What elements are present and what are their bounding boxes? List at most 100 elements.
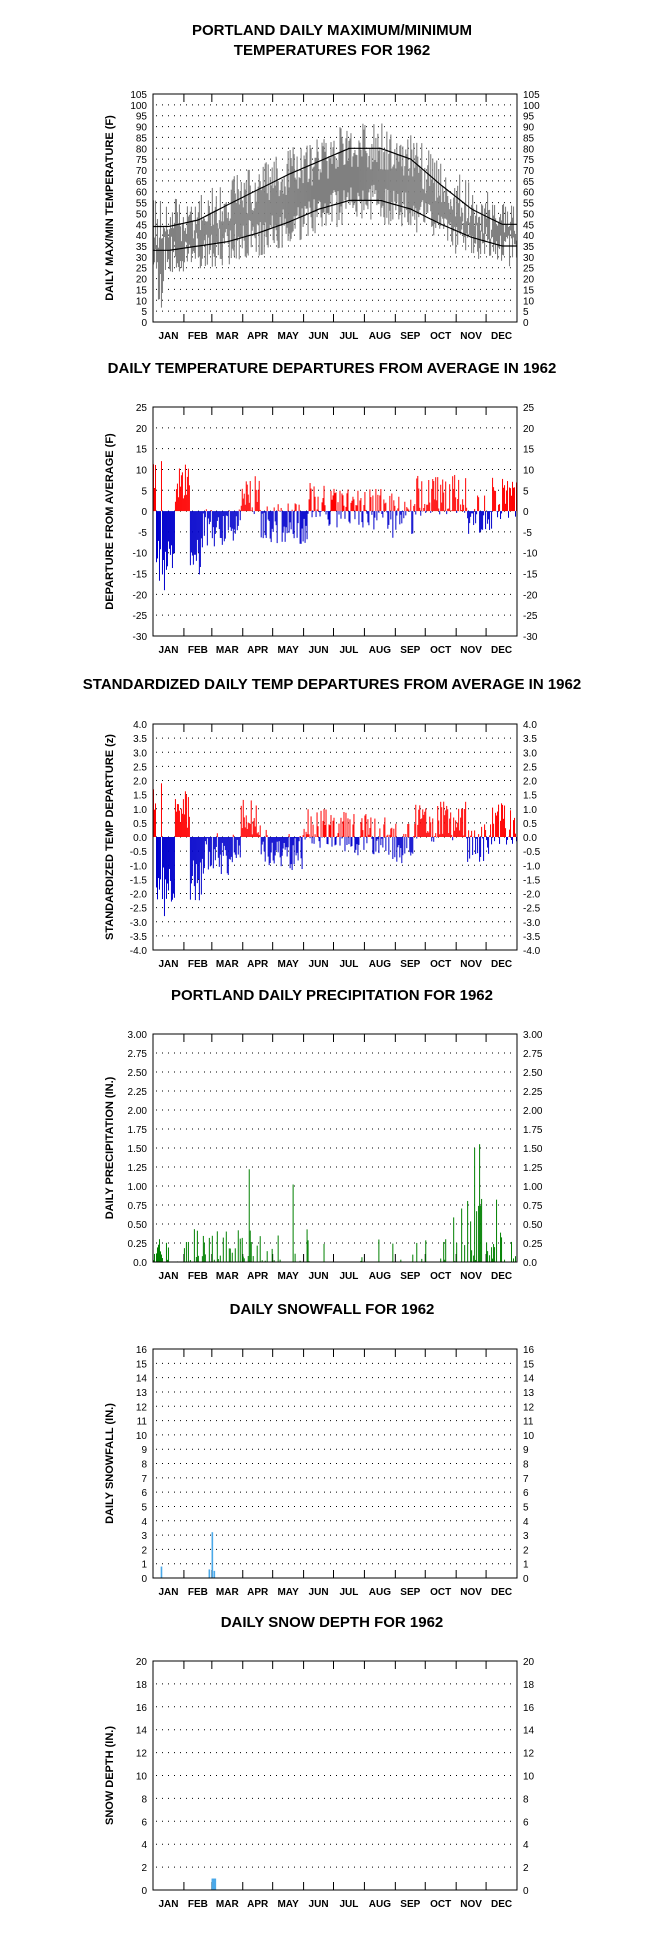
y-tick-label-right: 2.00 — [523, 1106, 543, 1117]
y-tick-label-left: -10 — [133, 549, 148, 560]
y-tick-label-left: 15 — [136, 1359, 148, 1370]
y-axis-label: DAILY MAX/MIN TEMPERATURE (F) — [104, 115, 116, 301]
y-tick-label-right: 10 — [523, 1772, 535, 1783]
y-tick-label-right: 5 — [523, 486, 529, 497]
y-tick-label-right: 2.0 — [523, 777, 537, 788]
month-label: AUG — [369, 959, 391, 970]
month-label: APR — [247, 1899, 269, 1910]
month-label: MAR — [216, 1899, 240, 1910]
y-tick-label-left: 0 — [141, 1886, 147, 1897]
y-tick-label-right: 7 — [523, 1474, 529, 1485]
chart-title: TEMPERATURES FOR 1962 — [234, 42, 430, 59]
y-tick-label-right: 9 — [523, 1445, 529, 1456]
y-tick-label-left: -1.0 — [130, 861, 148, 872]
y-tick-label-right: 15 — [523, 445, 535, 456]
month-label: MAY — [277, 1587, 299, 1598]
y-tick-label-left: 105 — [130, 90, 147, 101]
chart-title: PORTLAND DAILY MAXIMUM/MINIMUM — [192, 22, 472, 39]
month-label: AUG — [369, 1899, 391, 1910]
y-tick-label-left: 90 — [136, 123, 148, 134]
y-tick-label-left: 70 — [136, 166, 148, 177]
month-label: JAN — [158, 331, 178, 342]
y-tick-label-left: -2.0 — [130, 890, 148, 901]
month-label: JAN — [158, 1587, 178, 1598]
y-tick-label-left: 5 — [141, 1502, 147, 1513]
month-label: OCT — [430, 959, 451, 970]
chart-title: DAILY TEMPERATURE DEPARTURES FROM AVERAG… — [108, 360, 557, 377]
y-tick-label-right: 11 — [523, 1417, 534, 1428]
y-tick-label-left: 20 — [136, 1657, 148, 1668]
y-tick-label-left: -3.0 — [130, 918, 148, 929]
y-tick-label-left: 40 — [136, 231, 148, 242]
y-tick-label-right: 2.25 — [523, 1087, 543, 1098]
y-tick-label-right: 30 — [523, 253, 535, 264]
y-tick-label-right: 5 — [523, 1502, 529, 1513]
y-tick-label-right: -0.5 — [523, 847, 541, 858]
plot-frame — [152, 723, 518, 951]
month-label: NOV — [460, 331, 482, 342]
y-tick-label-right: 3.0 — [523, 748, 537, 759]
month-label: SEP — [400, 959, 420, 970]
plot-frame — [152, 1660, 518, 1891]
y-tick-label-left: 10 — [136, 1431, 148, 1442]
y-tick-label-left: 20 — [136, 275, 148, 286]
y-tick-label-right: -25 — [523, 611, 538, 622]
plot-frame — [152, 1348, 518, 1579]
y-tick-label-right: -2.0 — [523, 890, 541, 901]
month-label: JUN — [309, 959, 329, 970]
y-tick-label-right: 90 — [523, 123, 535, 134]
y-tick-label-left: 0 — [141, 1574, 147, 1585]
y-tick-label-left: 15 — [136, 285, 148, 296]
y-tick-label-left: 1.25 — [128, 1163, 148, 1174]
y-tick-label-left: 2.00 — [128, 1106, 148, 1117]
y-tick-label-left: 45 — [136, 220, 148, 231]
month-label: DEC — [491, 645, 512, 656]
y-tick-label-left: 0.0 — [133, 833, 147, 844]
y-axis-label: DAILY SNOWFALL (IN.) — [104, 1403, 116, 1524]
chart-title: DAILY SNOW DEPTH FOR 1962 — [221, 1614, 444, 1631]
y-tick-label-left: 9 — [141, 1445, 147, 1456]
y-tick-label-right: 1.0 — [523, 805, 537, 816]
y-tick-label-left: 55 — [136, 199, 148, 210]
y-tick-label-right: 10 — [523, 296, 535, 307]
y-tick-label-left: 3.5 — [133, 734, 147, 745]
y-tick-label-right: 45 — [523, 220, 535, 231]
y-tick-label-right: 4 — [523, 1517, 529, 1528]
month-label: JUN — [309, 1587, 329, 1598]
y-tick-label-left: 10 — [136, 1772, 148, 1783]
y-tick-label-right: -4.0 — [523, 946, 541, 957]
y-tick-label-left: 0.50 — [128, 1220, 148, 1231]
y-tick-label-right: 15 — [523, 1359, 535, 1370]
month-label: SEP — [400, 1899, 420, 1910]
y-tick-label-right: 0 — [523, 507, 529, 518]
y-tick-label-left: 60 — [136, 188, 148, 199]
month-label: MAR — [216, 331, 240, 342]
y-tick-label-left: 0 — [141, 318, 147, 329]
chart-panel-1: PORTLAND DAILY MAXIMUM/MINIMUM TEMPERATUR… — [104, 22, 540, 342]
y-axis-label: SNOW DEPTH (IN.) — [104, 1726, 116, 1825]
y-tick-label-right: -1.5 — [523, 875, 541, 886]
y-tick-label-left: 3 — [141, 1531, 147, 1542]
month-label: FEB — [188, 645, 208, 656]
y-tick-label-right: 20 — [523, 275, 535, 286]
y-tick-label-right: 85 — [523, 133, 535, 144]
y-tick-label-left: 1.50 — [128, 1144, 148, 1155]
y-tick-label-left: 30 — [136, 253, 148, 264]
month-label: MAY — [277, 1271, 299, 1282]
y-tick-label-left: 12 — [136, 1402, 148, 1413]
y-tick-label-left: -15 — [133, 570, 148, 581]
y-tick-label-left: -4.0 — [130, 946, 148, 957]
y-tick-label-left: 1.5 — [133, 791, 147, 802]
y-tick-label-left: 95 — [136, 112, 148, 123]
chart-panel-2: DAILY TEMPERATURE DEPARTURES FROM AVERAG… — [104, 360, 556, 656]
y-tick-label-right: 105 — [523, 90, 540, 101]
y-tick-label-right: -3.0 — [523, 918, 541, 929]
y-tick-label-left: 14 — [136, 1374, 148, 1385]
y-tick-label-right: 3.00 — [523, 1030, 543, 1041]
month-label: FEB — [188, 1899, 208, 1910]
y-tick-label-left: 16 — [136, 1345, 148, 1356]
month-label: NOV — [460, 959, 482, 970]
y-axis-label: STANDARDIZED TEMP DEPARTURE (z) — [104, 734, 116, 940]
month-label: SEP — [400, 331, 420, 342]
